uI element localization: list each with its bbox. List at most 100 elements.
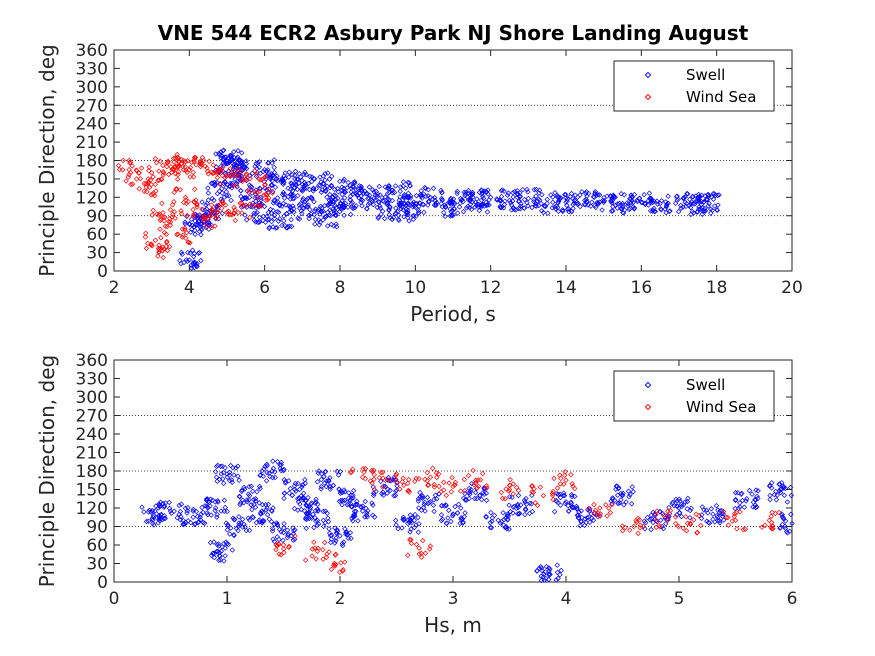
data-point: [320, 208, 326, 214]
data-point: [314, 522, 321, 528]
data-point: [467, 198, 473, 204]
data-point: [769, 523, 776, 529]
data-point: [358, 193, 364, 199]
data-point: [441, 503, 448, 509]
data-point: [147, 177, 154, 183]
data-point: [688, 505, 694, 511]
data-point: [547, 571, 553, 578]
data-point: [192, 521, 198, 528]
data-point: [375, 198, 382, 205]
data-point: [327, 486, 333, 492]
data-point: [430, 185, 437, 191]
data-point: [157, 158, 163, 164]
legend-box: [613, 370, 775, 422]
data-point: [420, 201, 426, 207]
data-point: [379, 469, 386, 475]
data-point: [710, 511, 716, 517]
data-point: [731, 511, 738, 517]
data-point: [552, 204, 558, 210]
data-point: [578, 508, 584, 514]
data-point: [171, 167, 177, 173]
data-point: [286, 490, 293, 496]
data-point: [588, 203, 594, 209]
data-point: [591, 510, 598, 516]
data-point: [205, 219, 212, 225]
data-point: [152, 155, 159, 162]
data-point: [494, 196, 500, 202]
data-point: [479, 470, 486, 477]
data-point: [332, 563, 338, 569]
data-point: [425, 202, 431, 208]
data-point: [341, 212, 347, 219]
data-point: [166, 219, 172, 225]
data-point: [369, 467, 375, 474]
data-point: [777, 524, 784, 531]
data-point: [486, 202, 492, 208]
data-point: [426, 198, 432, 205]
data-point: [269, 182, 275, 188]
data-point: [207, 208, 214, 214]
data-point: [342, 200, 349, 207]
data-point: [212, 181, 218, 187]
data-point: [153, 188, 159, 194]
data-point: [311, 208, 318, 214]
data-point: [460, 198, 466, 205]
data-point: [621, 207, 628, 213]
data-point: [334, 527, 340, 533]
data-point: [171, 199, 177, 205]
legend-entry: Swell: [686, 66, 725, 84]
data-point: [534, 568, 540, 574]
data-point: [350, 487, 357, 494]
data-point: [377, 203, 383, 209]
data-point: [591, 501, 597, 508]
data-point: [439, 189, 445, 196]
data-point: [325, 170, 331, 176]
data-point: [342, 559, 348, 565]
data-point: [210, 162, 216, 168]
data-point: [514, 194, 521, 201]
data-point: [179, 251, 185, 257]
x-tick-label: 14: [555, 278, 577, 298]
data-point: [271, 157, 277, 163]
data-point: [211, 539, 217, 545]
series-wind-sea: [115, 151, 276, 261]
data-point: [247, 203, 254, 210]
data-point: [183, 197, 189, 203]
data-point: [488, 509, 494, 516]
data-point: [222, 553, 228, 559]
data-point: [371, 490, 377, 497]
data-point: [323, 213, 330, 220]
data-point: [214, 548, 220, 555]
data-point: [166, 499, 172, 506]
data-point: [238, 204, 245, 210]
data-point: [236, 494, 243, 500]
data-point: [200, 520, 206, 526]
data-point: [595, 200, 601, 206]
data-point: [328, 183, 335, 189]
data-point: [754, 504, 760, 510]
data-point: [539, 567, 545, 574]
data-point: [460, 209, 467, 215]
data-point: [565, 503, 571, 509]
data-point: [170, 211, 176, 217]
data-point: [769, 480, 775, 486]
data-point: [267, 473, 273, 480]
y-tick-label: 270: [76, 96, 108, 116]
data-point: [407, 195, 414, 201]
data-point: [188, 262, 194, 268]
data-point: [358, 504, 364, 510]
data-point: [358, 196, 364, 203]
data-point: [192, 227, 198, 234]
data-point: [139, 165, 145, 171]
data-point: [544, 200, 550, 207]
data-point: [585, 190, 592, 197]
y-tick-label: 330: [76, 370, 108, 390]
data-point: [215, 462, 221, 469]
data-point: [673, 496, 679, 502]
x-tick-label: 16: [631, 278, 653, 298]
data-point: [289, 192, 295, 199]
data-point: [412, 478, 418, 484]
data-point: [204, 206, 210, 212]
data-point: [425, 193, 431, 199]
